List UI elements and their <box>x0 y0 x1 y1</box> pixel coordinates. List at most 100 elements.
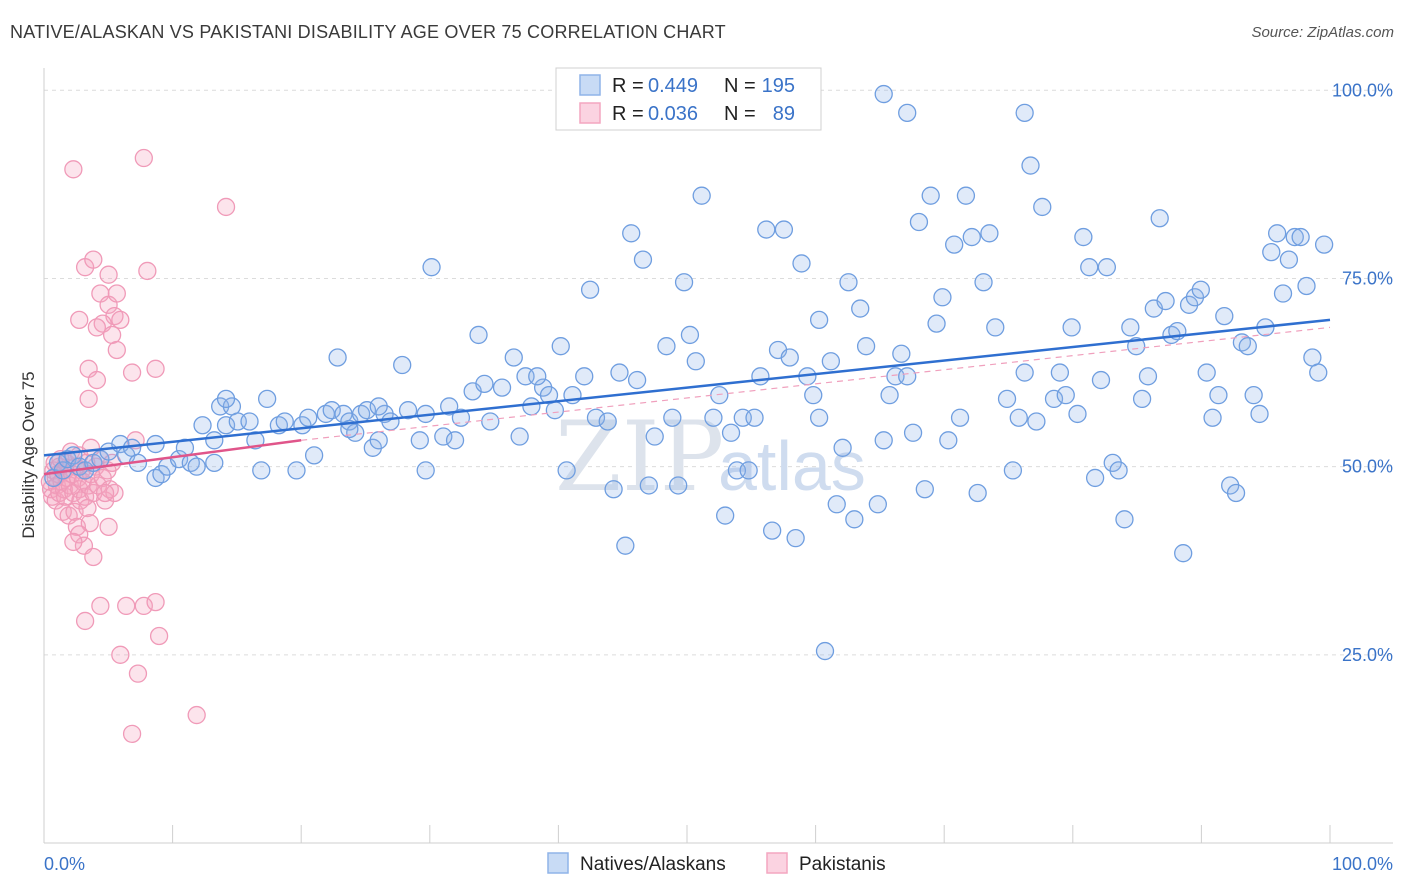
native-point <box>956 186 976 205</box>
chart-title: NATIVE/ALASKAN VS PAKISTANI DISABILITY A… <box>10 22 726 42</box>
native-point <box>610 363 629 382</box>
native-point <box>1191 280 1210 299</box>
native-point <box>692 186 711 205</box>
native-point <box>598 412 617 431</box>
native-point <box>645 427 664 446</box>
native-point <box>686 352 705 371</box>
native-point <box>762 521 782 540</box>
native-point <box>633 250 653 269</box>
pakistani-point <box>80 513 99 533</box>
native-point <box>252 461 271 480</box>
pakistani-point <box>99 265 118 284</box>
native-point <box>1068 404 1087 424</box>
native-point <box>1273 284 1293 303</box>
native-point <box>328 348 347 367</box>
trend-lines <box>43 318 1331 476</box>
native-point <box>1121 318 1140 337</box>
native-point <box>551 337 570 356</box>
pakistani-point <box>122 724 142 744</box>
native-point <box>898 103 917 123</box>
natives-points <box>44 84 1334 661</box>
pakistani-point <box>134 148 153 168</box>
native-point <box>827 495 846 514</box>
native-point <box>1244 385 1263 405</box>
native-point <box>369 397 388 416</box>
native-point <box>393 355 412 375</box>
pakistani-point <box>64 532 83 552</box>
bottom-legend: Natives/Alaskans Pakistanis <box>547 852 886 875</box>
y-tick-label: 75.0% <box>1342 268 1393 288</box>
native-point <box>369 431 388 450</box>
native-point <box>927 314 946 333</box>
native-point <box>898 367 917 386</box>
bottom-legend-swatch-pakistanis <box>766 852 788 874</box>
native-point <box>909 212 929 232</box>
y-tick-label: 100.0% <box>1332 80 1393 100</box>
pakistani-point <box>138 261 157 281</box>
native-point <box>216 416 236 435</box>
native-point <box>1009 408 1028 427</box>
native-point <box>1174 544 1193 563</box>
native-point <box>1033 197 1052 217</box>
axes <box>43 68 1393 844</box>
native-point <box>322 401 341 420</box>
native-point <box>504 348 523 367</box>
native-point <box>950 408 970 427</box>
legend-r-label-natives: R = <box>612 75 644 97</box>
native-point <box>1056 385 1075 405</box>
native-point <box>774 220 794 239</box>
native-point <box>1132 389 1152 409</box>
native-point <box>1027 412 1046 431</box>
native-point <box>657 337 676 356</box>
native-point <box>674 273 694 292</box>
native-point <box>721 423 741 442</box>
native-point <box>939 431 958 450</box>
pakistani-point <box>111 645 130 664</box>
native-point <box>381 412 400 431</box>
native-point <box>974 273 993 292</box>
native-point <box>874 431 893 450</box>
legend-swatch-natives <box>579 74 601 96</box>
native-point <box>604 480 623 499</box>
pakistani-point <box>70 310 89 330</box>
pakistani-point <box>134 596 153 616</box>
native-point <box>440 397 459 416</box>
pakistani-point <box>187 705 206 725</box>
native-point <box>1021 156 1040 175</box>
native-point <box>510 427 529 446</box>
native-point <box>986 318 1005 337</box>
pakistani-point <box>84 547 103 567</box>
native-point <box>1044 389 1064 409</box>
chart-source: Source: ZipAtlas.com <box>1251 24 1394 41</box>
pakistani-point <box>105 483 124 503</box>
native-point <box>1226 483 1246 503</box>
pakistani-point <box>117 596 136 616</box>
native-point <box>739 461 758 480</box>
native-point <box>663 408 682 427</box>
native-point <box>357 401 377 420</box>
native-point <box>1209 385 1228 405</box>
legend-r-pakistanis: 0.036 <box>648 103 698 125</box>
native-point <box>557 461 576 480</box>
native-point <box>257 389 277 409</box>
pakistani-point <box>95 483 115 503</box>
native-point <box>299 408 318 427</box>
pakistani-point <box>146 592 165 612</box>
native-point <box>845 510 864 529</box>
pakistani-point <box>107 284 126 303</box>
native-point <box>1262 242 1281 262</box>
native-point <box>205 431 224 450</box>
native-point <box>469 325 488 345</box>
native-point <box>704 408 723 427</box>
native-point <box>1314 235 1334 254</box>
native-point <box>856 337 876 356</box>
native-point <box>997 389 1017 409</box>
pakistanis-trend-extension <box>301 326 1331 441</box>
pakistani-point <box>87 318 106 337</box>
pakistani-point <box>64 160 83 179</box>
pakistani-point <box>122 363 142 382</box>
native-point <box>710 385 729 405</box>
native-point <box>1097 258 1117 277</box>
native-point <box>1297 276 1316 296</box>
